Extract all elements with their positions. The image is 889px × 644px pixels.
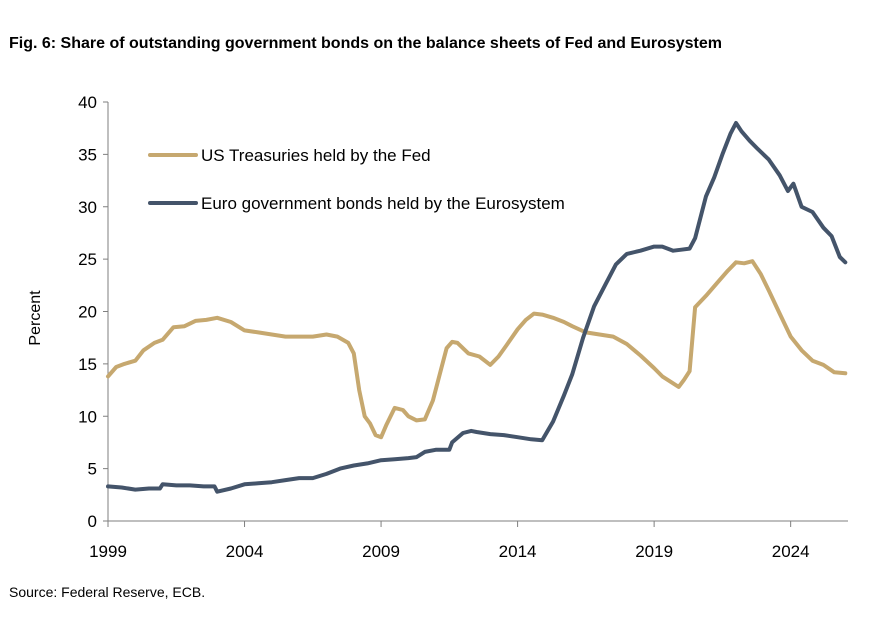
x-tick-label: 1999: [89, 542, 127, 561]
series-line-euro-govt-bonds: [106, 121, 848, 494]
y-axis: 0 5 10 15 20 25 30 35 40: [78, 93, 109, 531]
y-axis-label: Percent: [27, 290, 44, 346]
legend: US Treasuries held by the Fed Euro govern…: [148, 146, 565, 213]
y-tick-label: 5: [88, 460, 97, 479]
source-note: Source: Federal Reserve, ECB.: [9, 584, 206, 600]
y-tick-label: 15: [78, 355, 97, 374]
y-tick-label: 40: [78, 93, 97, 112]
series-layer: [106, 121, 848, 494]
y-tick-label: 10: [78, 407, 97, 426]
x-tick-label: 2004: [226, 542, 264, 561]
y-tick-label: 25: [78, 250, 97, 269]
x-tick-label: 2014: [499, 542, 537, 561]
x-tick-label: 2024: [772, 542, 810, 561]
y-tick-label: 20: [78, 303, 97, 322]
chart-title: Fig. 6: Share of outstanding government …: [9, 35, 722, 52]
x-tick-label: 2019: [635, 542, 673, 561]
series-line-us-treasuries: [106, 259, 848, 440]
y-tick-label: 30: [78, 198, 97, 217]
y-tick-label: 0: [88, 512, 97, 531]
legend-label: Euro government bonds held by the Eurosy…: [201, 194, 565, 213]
y-tick-label: 35: [78, 145, 97, 164]
line-chart: 0 5 10 15 20 25 30 35 40 1999 2004 2009 2014 2019 202…: [27, 93, 848, 561]
x-tick-label: 2009: [362, 542, 400, 561]
x-axis: 1999 2004 2009 2014 2019 2024: [89, 520, 848, 561]
legend-label: US Treasuries held by the Fed: [201, 146, 431, 165]
